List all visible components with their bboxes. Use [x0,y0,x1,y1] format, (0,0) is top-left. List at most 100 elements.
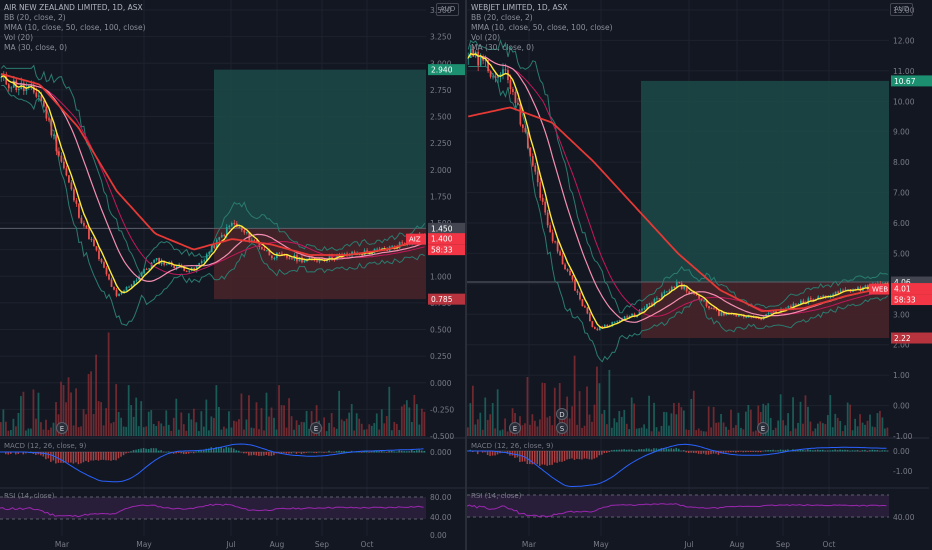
currency-badge[interactable]: AUD [436,3,460,16]
macd-hist-bar [50,452,52,462]
macd-hist-bar [393,451,395,453]
macd-label: MACD (12, 26, close, 9) [4,442,87,450]
volume-bar [618,411,621,436]
mma-legend[interactable]: MMA (10, close, 50, close, 100, close) [471,23,613,32]
macd-hist-bar [165,451,167,453]
candle-body [268,250,271,256]
macd-hist-bar [303,452,305,454]
candle-body [103,262,105,268]
volume-bar [859,414,861,436]
symbol-title[interactable]: AIR NEW ZEALAND LIMITED, 1D, ASX [4,3,143,12]
volume-bar [670,413,673,436]
volume-bar [157,421,160,436]
macd-hist-bar [328,450,330,453]
vol-legend[interactable]: Vol (20) [4,33,34,42]
candle-body [665,291,668,293]
candle-body [233,223,236,225]
candle-body [589,313,591,322]
volume-bar [568,418,571,436]
month-label: May [593,540,609,549]
macd-hist-bar [250,452,253,456]
macd-hist-bar [821,449,824,452]
ticker-tag-bg [406,233,426,245]
candle-body [618,320,621,322]
volume-bar [881,417,884,436]
macd-hist-bar [824,450,826,452]
vol-legend[interactable]: Vol (20) [471,33,501,42]
candle-body [260,247,263,250]
candle-body [308,257,311,260]
mma-legend[interactable]: MMA (10, close, 50, close, 100, close) [4,23,146,32]
macd-hist-bar [722,451,725,454]
volume-bar [543,383,546,436]
volume-bar [772,429,775,436]
symbol-title[interactable]: WEBJET LIMITED, 1D, ASX [471,3,568,12]
macd-hist-bar [215,447,218,453]
price-tick-label: 3.250 [430,33,452,42]
macd-hist-bar [175,452,177,454]
candle-body [700,298,703,301]
candle-body [195,266,198,271]
candle-body [633,313,636,317]
ma-legend[interactable]: MA (30, close, 0) [471,43,535,52]
price-tick-label: 1.000 [430,272,452,281]
macd-hist-bar [145,448,147,453]
volume-bar [30,428,32,436]
volume-bar [15,426,17,436]
macd-hist-bar [40,452,42,456]
candle-body [822,295,825,297]
bb-legend[interactable]: BB (20, close, 2) [4,13,66,22]
volume-bar [343,421,346,436]
candle-body [328,254,331,260]
volume-bar [730,409,732,436]
candle-body [205,254,208,261]
candle-body [519,103,522,125]
volume-bar [643,424,645,436]
macd-tick-label: 0.000 [430,448,452,457]
volume-bar [864,424,866,436]
currency-badge[interactable]: AUD [890,3,914,16]
panel-divider[interactable] [465,0,467,550]
candle-body [150,262,153,269]
volume-bar [298,424,300,436]
chart-panel-webjet[interactable]: RSI (14, close) MACD (12, 26, close, 9) -1… [467,0,932,550]
price-tick-label: 8.00 [893,158,910,167]
volume-bar [35,418,37,436]
volume-bar [235,421,238,436]
candle-body [50,118,53,136]
candle-body [802,300,805,303]
candle-body [361,254,363,256]
macd-hist-bar [218,447,220,453]
volume-bar [484,397,487,436]
volume-bar [218,407,220,436]
chart-panel-air-new-zealand[interactable]: RSI (14, close) MACD (12, 26, close, 9) -0… [0,0,465,550]
macd-hist-bar [573,451,576,460]
candle-body [163,260,166,265]
volume-bar [102,425,105,436]
price-chart-svg-right[interactable]: RSI (14, close) MACD (12, 26, close, 9) -1… [467,0,932,550]
macd-hist-bar [323,452,325,453]
macd-hist-bar [844,449,846,452]
candle-body [554,241,556,243]
macd-hist-bar [797,449,799,452]
bb-upper [467,39,888,314]
volume-bar [182,424,185,436]
macd-hist-bar [65,452,67,463]
ma-legend[interactable]: MA (30, close, 0) [4,43,68,52]
macd-hist-bar [97,452,100,461]
macd-hist-bar [243,452,245,454]
candle-body [839,290,842,294]
volume-bar [509,427,511,436]
macd-hist-bar [202,450,205,453]
macd-hist-bar [213,448,215,453]
candle-body [663,291,666,294]
volume-bar [742,429,745,436]
candle-body [281,253,283,255]
bb-legend[interactable]: BB (20, close, 2) [471,13,533,22]
price-chart-svg-left[interactable]: RSI (14, close) MACD (12, 26, close, 9) -0… [0,0,465,550]
month-label: Mar [55,540,70,549]
candle-body [628,315,631,318]
price-tick-label: 3.00 [893,310,910,319]
candle-body [561,255,564,265]
price-tick-label: 1.00 [893,371,910,380]
